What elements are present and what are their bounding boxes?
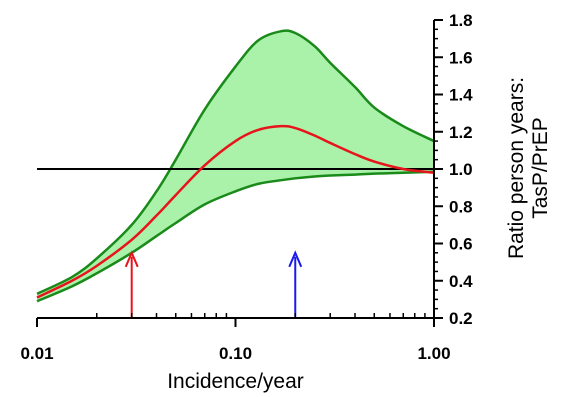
x-tick-label: 1.00 — [417, 344, 450, 363]
y-axis-label-line-2: TasP/PrEP — [529, 117, 552, 219]
series-line — [36, 124, 435, 299]
y-tick-label: 1.6 — [449, 48, 473, 67]
x-axis-label: Incidence/year — [167, 370, 304, 393]
x-tick-label: 0.01 — [20, 344, 53, 363]
y-tick-label: 1.8 — [449, 11, 473, 30]
y-tick-label: 1.2 — [449, 123, 473, 142]
confidence-band-upper-line — [36, 29, 435, 295]
y-tick-label: 0.2 — [449, 309, 473, 328]
confidence-band-area — [37, 30, 434, 302]
arrow-head-1 — [124, 250, 139, 268]
arrow-head-2 — [288, 250, 303, 268]
y-tick-label: 1.4 — [449, 86, 473, 105]
y-axis: 0.2 0.4 0.6 0.8 1.0 1.2 1.4 1.6 1.8 — [433, 11, 473, 328]
y-tick-label: 0.8 — [449, 197, 473, 216]
confidence-band-lower-line — [36, 170, 435, 303]
y-tick-label: 0.6 — [449, 235, 473, 254]
arrows — [124, 250, 303, 318]
x-tick-label: 0.10 — [219, 344, 252, 363]
y-tick-label: 1.0 — [449, 160, 473, 179]
y-tick-label: 0.4 — [449, 272, 473, 291]
y-axis-label-line-1: Ratio person years: — [505, 77, 528, 259]
x-axis: 0.01 0.10 1.00 — [20, 313, 451, 363]
